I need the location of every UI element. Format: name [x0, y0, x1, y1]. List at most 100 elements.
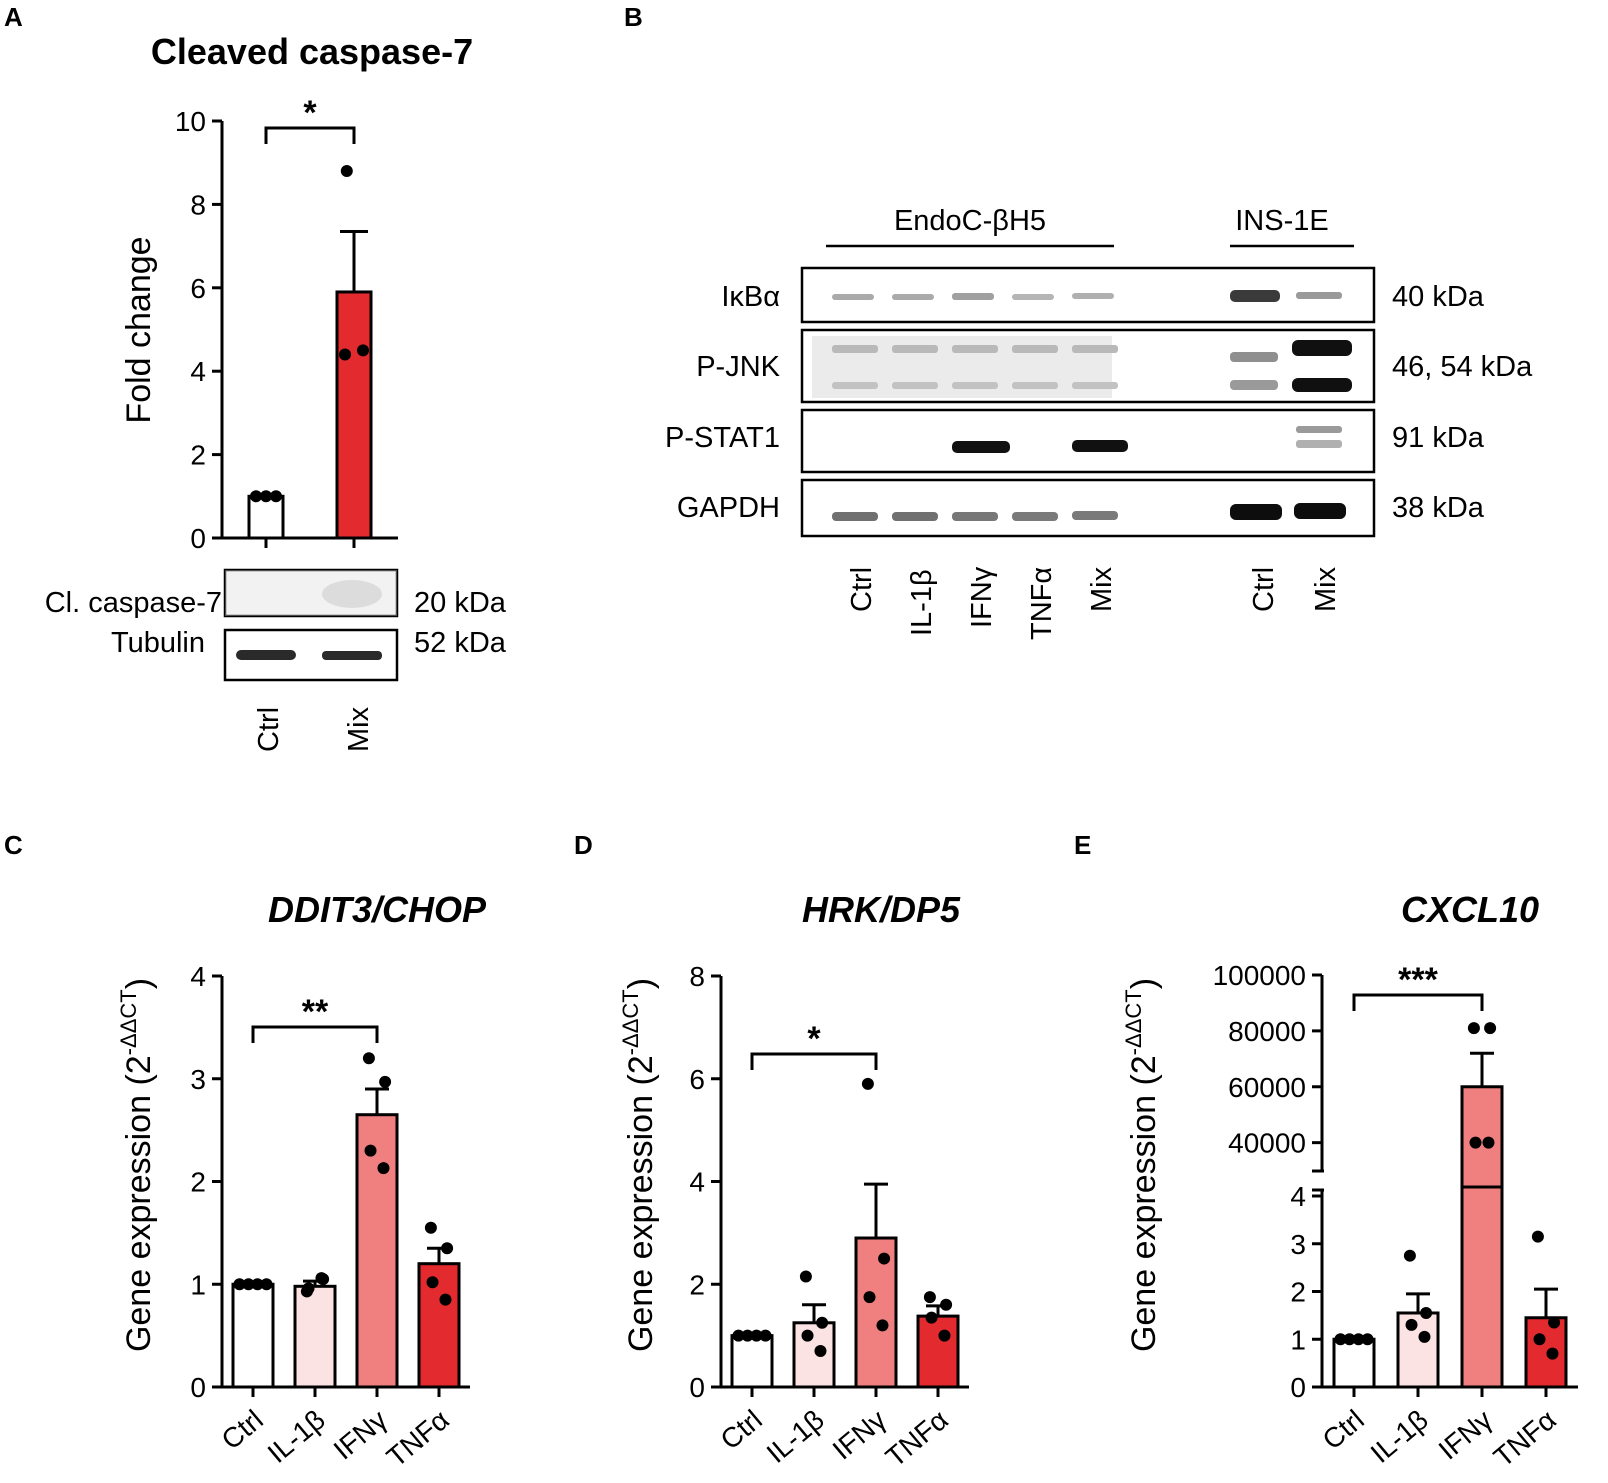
chart-d-ylabel-main: Gene expression (2: [622, 1055, 660, 1352]
chart-c-point-0-0: [233, 1278, 246, 1291]
chart-e-point-0-0: [1334, 1333, 1347, 1346]
band-pjnk-upper-2: [892, 345, 938, 353]
chart-c-point-2-3: [377, 1162, 390, 1175]
chart-d-point-2-3: [876, 1319, 889, 1332]
chart-c-point-3-0: [424, 1221, 437, 1234]
chart-c-point-2-2: [364, 1144, 377, 1157]
chart-d-point-0-1: [741, 1329, 754, 1342]
chart-e-significance-bracket: [1352, 993, 1484, 1011]
chart-e-xtick-label-2: IFNγ: [1433, 1404, 1498, 1466]
chart-e-ylabel-close: ): [1125, 978, 1163, 989]
band-pjnk-lower-2: [892, 382, 938, 389]
chart-c-ytick-label: 2: [190, 1167, 206, 1198]
chart-a-point-1-2: [340, 165, 353, 178]
chart-d-point-2-2: [863, 1291, 876, 1304]
chart-d-point-2-1: [878, 1252, 891, 1265]
panel-label-e: E: [1074, 830, 1091, 860]
chart-d-ytick-label: 2: [689, 1269, 705, 1300]
band-pstat1-7-upper: [1296, 426, 1342, 433]
chart-e-ytick-label: 40000: [1228, 1128, 1306, 1159]
chart-d-point-3-1: [940, 1298, 953, 1311]
blot-b-gapdh-frame: [800, 478, 1376, 538]
band-pjnk-lower-5: [1072, 382, 1118, 389]
chart-e-ytick-label: 0: [1290, 1372, 1306, 1403]
chart-d-xtick-label-0: Ctrl: [715, 1404, 768, 1456]
chart-e-point-0-3: [1361, 1333, 1374, 1346]
chart-c-title: DDIT3/CHOP: [268, 889, 487, 930]
chart-a-bar-0: [247, 494, 285, 540]
chart-a-ytick-label: 6: [190, 273, 206, 304]
band-gapdh-4: [1012, 512, 1058, 521]
chart-e-point-3-1: [1548, 1316, 1561, 1329]
chart-d-title: HRK/DP5: [802, 889, 961, 930]
chart-d-point-0-3: [759, 1329, 772, 1342]
band-gapdh-7: [1294, 503, 1346, 519]
blot-b-size-gapdh: 38 kDa: [1392, 492, 1485, 524]
blot-b-lane-3: IFNγ: [966, 566, 998, 628]
blot-b-row-pstat1: P-STAT1: [665, 422, 780, 454]
chart-e-point-0-1: [1343, 1333, 1356, 1346]
chart-a-point-0-1: [260, 490, 272, 503]
chart-e-point-0-2: [1352, 1333, 1365, 1346]
chart-e-xtick-label-1: IL-1β: [1365, 1404, 1434, 1469]
chart-a-significance-bracket: [264, 126, 356, 144]
chart-c-bar-0: [231, 1282, 275, 1389]
chart-c-point-1-3: [315, 1272, 328, 1285]
chart-d-point-3-3: [938, 1329, 951, 1342]
chart-a-plot: 0 2 4 6 8 10 *: [175, 94, 398, 554]
chart-c-ytick-label: 3: [190, 1064, 206, 1095]
chart-c-point-2-0: [362, 1052, 375, 1065]
band-gapdh-3: [952, 512, 998, 521]
band-pjnk-upper-4: [1012, 345, 1058, 353]
chart-e-point-3-2: [1533, 1333, 1546, 1346]
chart-a-ylabel: Fold change: [120, 236, 158, 423]
chart-d-significance-bracket: [750, 1052, 878, 1070]
chart-d-significance-label: *: [807, 1020, 821, 1058]
blot-b-row-ikba: IκBα: [721, 281, 780, 313]
chart-c-point-0-1: [242, 1278, 255, 1291]
chart-c-point-2-1: [379, 1075, 392, 1088]
band-pjnk-upper-1: [832, 345, 878, 353]
chart-c-point-0-2: [251, 1278, 264, 1291]
band-pjnk-upper-6: [1230, 352, 1278, 362]
blot-a-caspase7-background: [225, 570, 397, 616]
chart-a-significance-label: *: [303, 94, 317, 132]
blot-b-size-ikba: 40 kDa: [1392, 281, 1485, 313]
chart-d-ylabel-close: ): [622, 978, 660, 989]
panel-label-c: C: [4, 830, 23, 860]
chart-e-ytick-label: 1: [1290, 1324, 1306, 1355]
blot-b-row-pjnk: P-JNK: [696, 351, 780, 383]
chart-e-ytick-label: 2: [1290, 1277, 1306, 1308]
chart-e-ylabel: Gene expression (2-ΔΔCT): [1121, 978, 1163, 1352]
chart-d-bar-3: [916, 1314, 960, 1389]
chart-d-point-1-2: [801, 1329, 814, 1342]
chart-e-bar-1: [1396, 1311, 1440, 1389]
blot-b-size-pjnk: 46, 54 kDa: [1392, 351, 1533, 383]
chart-a-ytick-label: 4: [190, 356, 206, 387]
blot-b-group-endoc: EndoC-βH5: [894, 205, 1046, 237]
chart-e-ytick-label: 3: [1290, 1229, 1306, 1260]
chart-d-bar-2: [854, 1236, 898, 1389]
chart-c-bar-1: [293, 1284, 337, 1389]
chart-c-xtick-label-1: IL-1β: [262, 1404, 331, 1469]
blot-b-lane-1: Ctrl: [846, 567, 878, 612]
chart-c-point-3-3: [439, 1293, 452, 1306]
chart-e-ylabel-main: Gene expression (2: [1125, 1055, 1163, 1352]
chart-e-point-1-1: [1420, 1306, 1433, 1319]
chart-d-point-3-2: [925, 1311, 938, 1324]
chart-c-xtick-label-2: IFNγ: [328, 1404, 393, 1466]
chart-d-point-1-0: [799, 1270, 812, 1283]
band-ikba-3: [952, 293, 994, 300]
band-pstat1-7-lower: [1296, 440, 1342, 448]
chart-c-ylabel-main: Gene expression (2: [120, 1055, 158, 1352]
chart-e-point-2-1: [1484, 1022, 1497, 1035]
blot-b-lane-6: Ctrl: [1248, 567, 1280, 612]
chart-e-point-2-0: [1467, 1022, 1480, 1035]
chart-d-ytick-label: 6: [689, 1064, 705, 1095]
chart-a-ytick-label: 8: [190, 189, 206, 220]
chart-c-significance-bracket: [251, 1025, 379, 1043]
chart-c-bar-2: [355, 1113, 399, 1389]
chart-a-title: Cleaved caspase-7: [151, 31, 473, 72]
